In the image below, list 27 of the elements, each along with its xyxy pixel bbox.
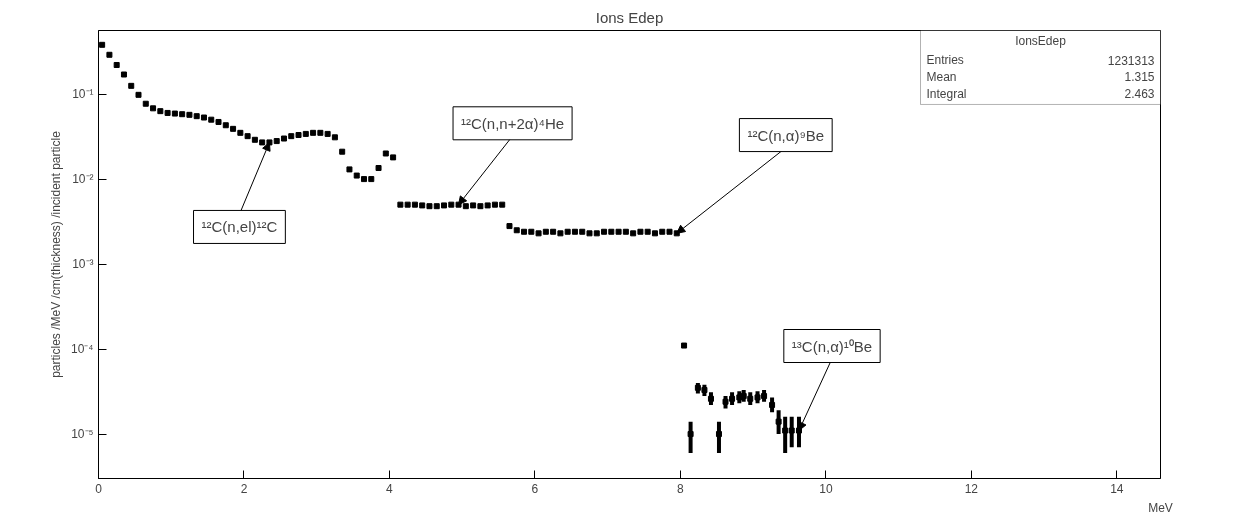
annotation: 2.463 <box>1124 87 1155 102</box>
annotation: Integral <box>926 86 967 101</box>
annotation: ¹²C(n,α)⁹Be <box>747 126 825 144</box>
annotation: Entries <box>926 53 964 68</box>
x-tick-label: 4 <box>386 481 394 496</box>
annotation: 1231313 <box>1107 53 1155 68</box>
annotation: Mean <box>926 69 957 84</box>
annotation: 1.315 <box>1124 70 1155 85</box>
y-tick-label: 10⁻⁵ <box>71 427 94 442</box>
y-tick-label: 10⁻⁴ <box>71 342 94 357</box>
y-tick-label: 10⁻¹ <box>72 87 94 102</box>
x-tick-label: 8 <box>677 481 685 496</box>
x-tick-label: 0 <box>95 481 103 496</box>
annotation: ¹²C(n,el)¹²C <box>201 218 278 236</box>
x-tick-label: 10 <box>819 481 833 496</box>
chart-title: Ions Edep <box>595 8 664 26</box>
x-tick-label: 6 <box>531 481 539 496</box>
x-tick-label: 2 <box>240 481 248 496</box>
y-tick-label: 10⁻³ <box>72 257 94 272</box>
annotation: IonsEdep <box>1015 34 1067 49</box>
annotation: ¹²C(n,n+2α)⁴He <box>461 114 565 132</box>
x-tick-label: 12 <box>964 481 979 496</box>
x-tick-label: 14 <box>1110 481 1124 496</box>
y-tick-label: 10⁻² <box>72 172 94 187</box>
x-axis-title: MeV <box>1148 500 1173 515</box>
y-axis-title: particles /MeV /cm(thickness) /incident particle <box>49 130 63 378</box>
annotation: ¹³C(n,α)¹⁰Be <box>791 337 873 355</box>
